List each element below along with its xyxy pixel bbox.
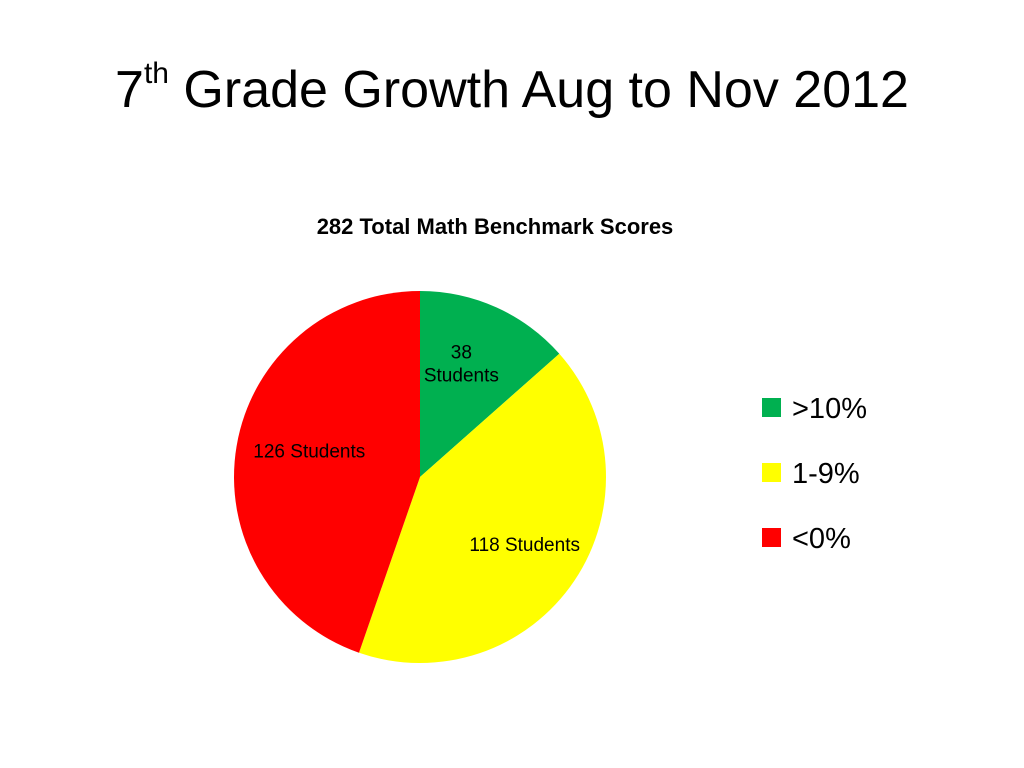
- chart-title: 282 Total Math Benchmark Scores: [317, 214, 674, 239]
- data-label-1: 38 Students: [424, 342, 499, 386]
- pie-data-labels: 38 Students 118 Students 126 Students: [253, 342, 580, 556]
- data-label-3-line-1: 126 Students: [253, 442, 365, 463]
- data-label-1-line-2: Students: [424, 365, 499, 386]
- data-label-2: 118 Students: [469, 535, 580, 556]
- slide-title-text: Grade Growth Aug to Nov 2012: [168, 61, 909, 119]
- data-label-1-line-1: 38: [451, 342, 472, 363]
- data-label-3: 126 Students: [253, 442, 365, 463]
- legend-label-2: 1-9%: [792, 458, 860, 490]
- legend-swatch-3: [762, 528, 781, 547]
- slide-title: 7th Grade Growth Aug to Nov 2012: [0, 59, 1024, 119]
- pie-slice-2: [358, 353, 607, 663]
- legend-swatch-2: [762, 463, 781, 482]
- chart-legend: >10% 1-9% <0%: [762, 393, 867, 555]
- pie-slice-1: [420, 291, 560, 477]
- legend-swatch-1: [762, 398, 781, 417]
- pie-slices: [234, 291, 607, 663]
- legend-label-1: >10%: [792, 393, 867, 425]
- slide-title-number: 7: [115, 61, 144, 119]
- legend-label-3: <0%: [792, 523, 851, 555]
- data-label-2-line-1: 118 Students: [469, 535, 580, 556]
- pie-slice-3: [234, 291, 420, 653]
- slide-title-superscript: th: [143, 57, 169, 90]
